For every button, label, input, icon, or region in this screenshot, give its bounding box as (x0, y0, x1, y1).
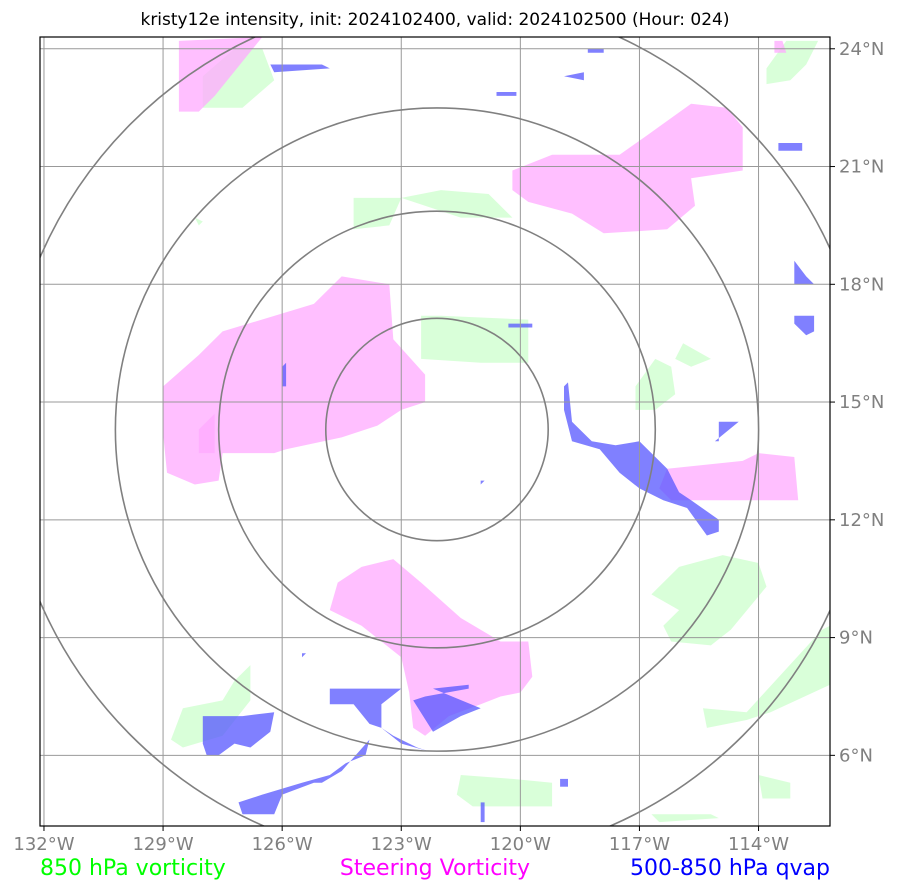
lon-tick-label: 129°W (132, 834, 193, 855)
steering-vorticity-region (512, 103, 743, 234)
legend-qvap: 500-850 hPa qvap (630, 856, 830, 881)
qvap-region (238, 739, 370, 815)
steering-vorticity-region (774, 40, 787, 53)
steering-vorticity-region (659, 453, 799, 501)
lon-tick-label: 120°W (490, 834, 551, 855)
lon-tick-label: 117°W (609, 834, 670, 855)
lat-tick-label: 18°N (839, 274, 884, 295)
lat-tick-label: 9°N (839, 628, 873, 649)
qvap-region (496, 92, 517, 96)
qvap-region (778, 143, 803, 151)
qvap-region (587, 48, 604, 53)
lon-tick-label: 126°W (252, 834, 313, 855)
map-plot-area (40, 37, 830, 826)
latitude-axis: 6°N 9°N 12°N 15°N 18°N 21°N 24°N (830, 39, 884, 766)
vorticity-850-region (758, 775, 791, 799)
vorticity-850-region (675, 343, 711, 367)
grid-lines (40, 37, 830, 826)
qvap-region (564, 382, 719, 536)
longitude-axis: 132°W 129°W 126°W 123°W 120°W 117°W 114°W (13, 826, 789, 855)
plot-frame (39, 36, 831, 827)
range-ring (324, 317, 549, 542)
range-rings (40, 37, 830, 826)
qvap-region (560, 778, 568, 787)
range-ring (217, 210, 657, 649)
qvap-region (480, 802, 485, 823)
legend: 850 hPa vorticity Steering Vorticity 500… (40, 856, 830, 881)
qvap-region (480, 480, 485, 485)
lat-tick-label: 6°N (839, 745, 873, 766)
qvap-region (564, 72, 584, 81)
qvap-region (794, 260, 815, 285)
lat-tick-label: 15°N (839, 392, 884, 413)
vorticity-850-region (171, 665, 251, 748)
qvap-region (714, 421, 739, 442)
qvap-layer (202, 48, 815, 823)
vorticity-850-region (353, 190, 513, 230)
qvap-region (302, 653, 306, 658)
qvap-region (413, 684, 481, 732)
steering-vorticity-region (178, 37, 263, 112)
lon-tick-label: 123°W (371, 834, 432, 855)
vorticity-850-region (651, 814, 719, 823)
vorticity-850-region (421, 315, 529, 363)
lat-tick-label: 24°N (839, 39, 884, 60)
lat-tick-label: 21°N (839, 157, 884, 178)
vorticity-850-region (635, 358, 676, 410)
vorticity-850-region (456, 775, 553, 807)
legend-steering-vorticity: Steering Vorticity (340, 856, 530, 881)
range-ring (114, 107, 760, 752)
legend-850-vorticity: 850 hPa vorticity (40, 856, 226, 881)
chart-title: kristy12e intensity, init: 2024102400, v… (140, 10, 729, 30)
steering-vorticity-region (163, 276, 426, 485)
qvap-region (270, 64, 330, 73)
qvap-region (329, 688, 402, 728)
vorticity-850-region (194, 217, 203, 226)
lat-tick-label: 12°N (839, 510, 884, 531)
lon-tick-label: 114°W (728, 834, 789, 855)
qvap-region (202, 712, 275, 756)
steering-vorticity-region (198, 413, 215, 454)
qvap-region (794, 315, 815, 336)
qvap-region (282, 362, 287, 387)
lon-tick-label: 132°W (13, 834, 74, 855)
